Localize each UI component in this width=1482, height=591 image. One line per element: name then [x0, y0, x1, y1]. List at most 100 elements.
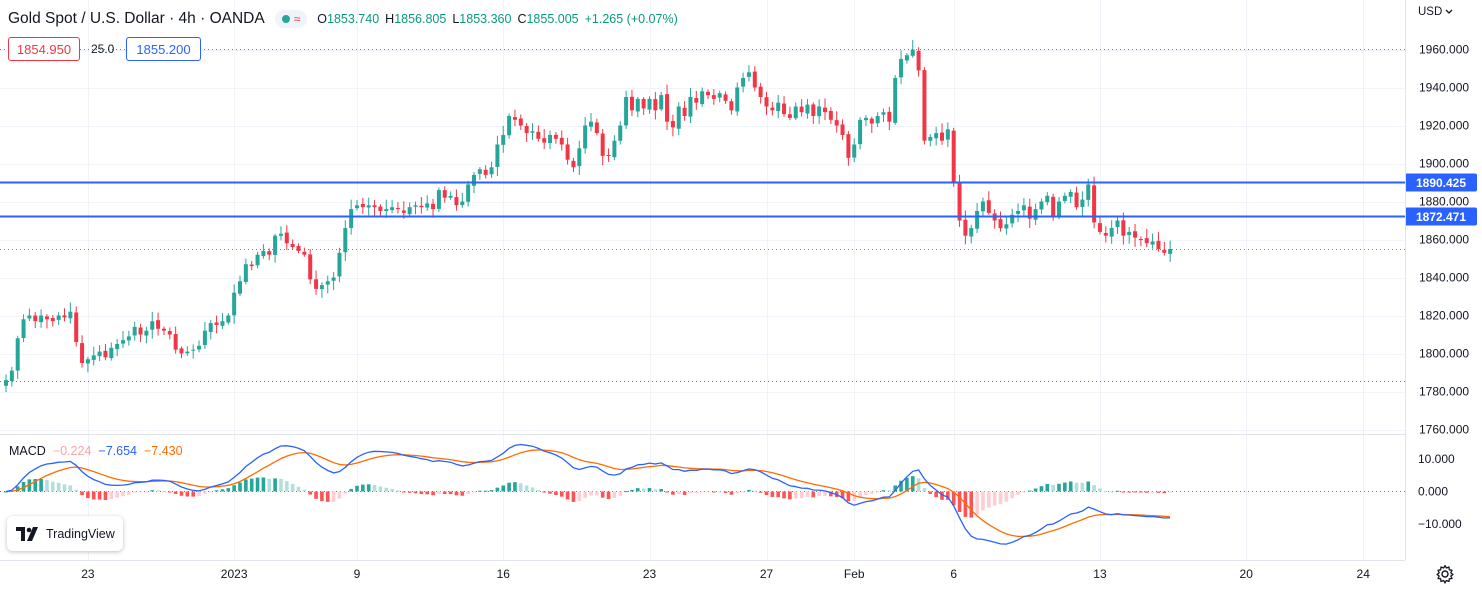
macd-histogram-bar — [343, 491, 348, 494]
candle-body — [360, 203, 365, 208]
candle-body — [1168, 249, 1173, 254]
macd-histogram-bar — [583, 491, 587, 498]
macd-histogram-bar — [1150, 491, 1155, 493]
macd-histogram-bar — [361, 484, 365, 492]
macd-histogram-bar — [1074, 482, 1079, 492]
sell-button[interactable]: 1854.950 — [8, 37, 80, 61]
tradingview-label: TradingView — [46, 526, 115, 541]
candle-body — [910, 49, 915, 56]
candle-body — [1138, 239, 1143, 241]
time-tick-label: 16 — [497, 567, 511, 581]
macd-histogram-bar — [1121, 491, 1126, 493]
candle-body — [302, 251, 307, 255]
macd-histogram-bar — [27, 479, 32, 492]
macd-histogram-bar — [489, 490, 494, 492]
macd-histogram-bar — [115, 491, 119, 498]
low-value: 1853.360 — [459, 12, 512, 26]
candle-body — [975, 211, 980, 229]
macd-histogram-bar — [536, 490, 541, 492]
horizontal-line-label-bg — [1405, 207, 1477, 226]
candle-body — [50, 317, 55, 322]
candle-body — [694, 98, 699, 103]
macd-histogram-bar — [1004, 491, 1009, 502]
macd-histogram-bar — [238, 482, 242, 492]
macd-histogram-bar — [519, 483, 523, 492]
macd-histogram-bar — [600, 491, 605, 498]
macd-histogram-bar — [384, 487, 389, 492]
macd-histogram-bar — [437, 491, 441, 494]
macd-histogram-bar — [782, 491, 786, 499]
macd-tick-label: −10.000 — [1418, 517, 1462, 531]
candle-body — [21, 319, 26, 339]
macd-histogram-bar — [548, 491, 552, 494]
time-tick-label: 20 — [1240, 567, 1254, 581]
candle-body — [56, 315, 61, 320]
candle-body — [255, 254, 260, 266]
macd-histogram-bar — [1080, 482, 1085, 492]
macd-histogram-bar — [571, 491, 576, 502]
candle-body — [565, 144, 570, 160]
candle-body — [928, 136, 933, 141]
macd-histogram-bar — [51, 481, 55, 492]
candle-body — [425, 203, 430, 208]
macd-histogram-bar — [788, 491, 792, 500]
macd-histogram-bar — [1133, 491, 1137, 493]
macd-histogram-bar — [957, 491, 962, 513]
macd-histogram-bar — [1144, 491, 1149, 493]
macd-histogram-bar — [1098, 488, 1102, 492]
macd-histogram-bar — [554, 491, 558, 495]
market-status[interactable]: ≈ — [274, 10, 308, 28]
candle-body — [629, 96, 634, 111]
macd-histogram-bar — [922, 487, 927, 492]
candle-body — [1097, 223, 1102, 232]
macd-histogram-bar — [220, 489, 225, 492]
macd-legend[interactable]: MACD −0.224 −7.654 −7.430 — [9, 444, 183, 458]
macd-histogram-bar — [987, 491, 991, 508]
candle-body — [343, 228, 348, 253]
macd-histogram-bar — [998, 491, 1003, 505]
candle-body — [670, 120, 675, 128]
macd-histogram-bar — [928, 491, 933, 494]
grid-lines — [0, 0, 1405, 560]
macd-histogram-bar — [232, 485, 236, 492]
candle-body — [665, 94, 670, 122]
candle-body — [191, 349, 196, 351]
candle-body — [197, 345, 202, 350]
candle-body — [618, 125, 623, 141]
candle-body — [378, 206, 383, 211]
macd-histogram-bar — [279, 478, 283, 492]
settings-gear-icon[interactable] — [1435, 564, 1455, 584]
candle-body — [904, 55, 909, 61]
candle-body — [951, 130, 956, 183]
macd-histogram-bar — [74, 489, 78, 492]
candle-body — [477, 169, 482, 174]
symbol-title[interactable]: Gold Spot / U.S. Dollar · 4h · OANDA — [8, 10, 265, 27]
tradingview-logo[interactable]: TradingView — [7, 516, 123, 551]
candle-body — [179, 348, 184, 354]
macd-histogram-bar — [934, 491, 938, 498]
macd-histogram-bar — [916, 478, 921, 492]
currency-selector[interactable]: USD — [1418, 6, 1453, 18]
candle-body — [150, 321, 155, 330]
macd-histogram-bar — [1051, 484, 1055, 492]
candle-body — [220, 321, 225, 326]
price-tick-label: 1840.000 — [1419, 271, 1469, 285]
macd-histogram-bar — [805, 491, 810, 498]
macd-histogram-bar — [811, 491, 816, 498]
candle-body — [688, 97, 693, 117]
macd-histogram-bar — [103, 491, 108, 501]
candle-body — [589, 121, 593, 127]
candle-body — [741, 78, 746, 87]
macd-histogram-bar — [729, 491, 734, 495]
buy-button[interactable]: 1855.200 — [126, 37, 201, 61]
macd-histogram-bar — [261, 477, 266, 492]
price-tick-label: 1920.000 — [1419, 119, 1469, 133]
candle-body — [39, 315, 44, 323]
macd-histogram-bar — [753, 490, 757, 492]
candle-body — [647, 98, 652, 110]
candle-body — [899, 59, 904, 78]
macd-histogram-bar — [641, 488, 646, 492]
candle-body — [624, 97, 629, 126]
candle-body — [44, 316, 49, 320]
